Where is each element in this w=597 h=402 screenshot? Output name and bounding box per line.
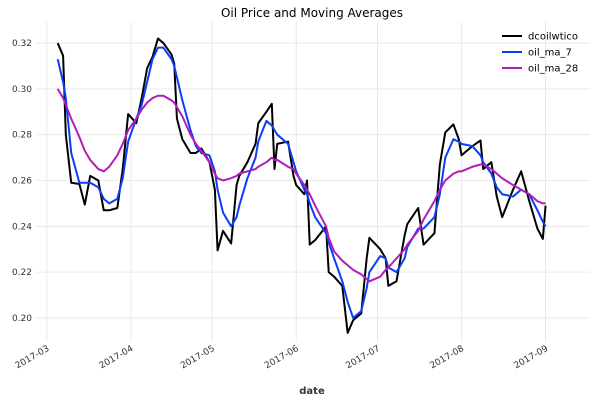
y-tick-label: 0.22 — [12, 268, 32, 278]
y-tick-label: 0.24 — [12, 222, 32, 232]
y-tick-label: 0.30 — [12, 85, 32, 95]
y-tick-label: 0.20 — [12, 314, 32, 324]
x-tick-label: 2017-04 — [98, 344, 136, 372]
line-series — [56, 46, 547, 319]
x-tick-label: 2017-08 — [428, 344, 466, 372]
x-tick-label: 2017-06 — [263, 344, 301, 372]
legend-label: oil_ma_7 — [528, 48, 572, 59]
x-tick-label: 2017-03 — [14, 344, 52, 371]
x-axis-label: date — [299, 386, 325, 397]
grid — [36, 22, 590, 342]
legend-label: dcoilwtico — [528, 32, 578, 43]
y-tick-label: 0.32 — [12, 39, 32, 49]
x-tick-label: 2017-05 — [179, 344, 217, 371]
chart-title: Oil Price and Moving Averages — [221, 6, 403, 20]
y-tick-label: 0.28 — [12, 131, 32, 141]
line-series — [56, 88, 546, 283]
x-tick-label: 2017-09 — [512, 344, 550, 372]
legend-label: oil_ma_28 — [528, 64, 578, 75]
x-tick-label: 2017-07 — [344, 344, 382, 371]
y-tick-label: 0.26 — [12, 177, 32, 187]
